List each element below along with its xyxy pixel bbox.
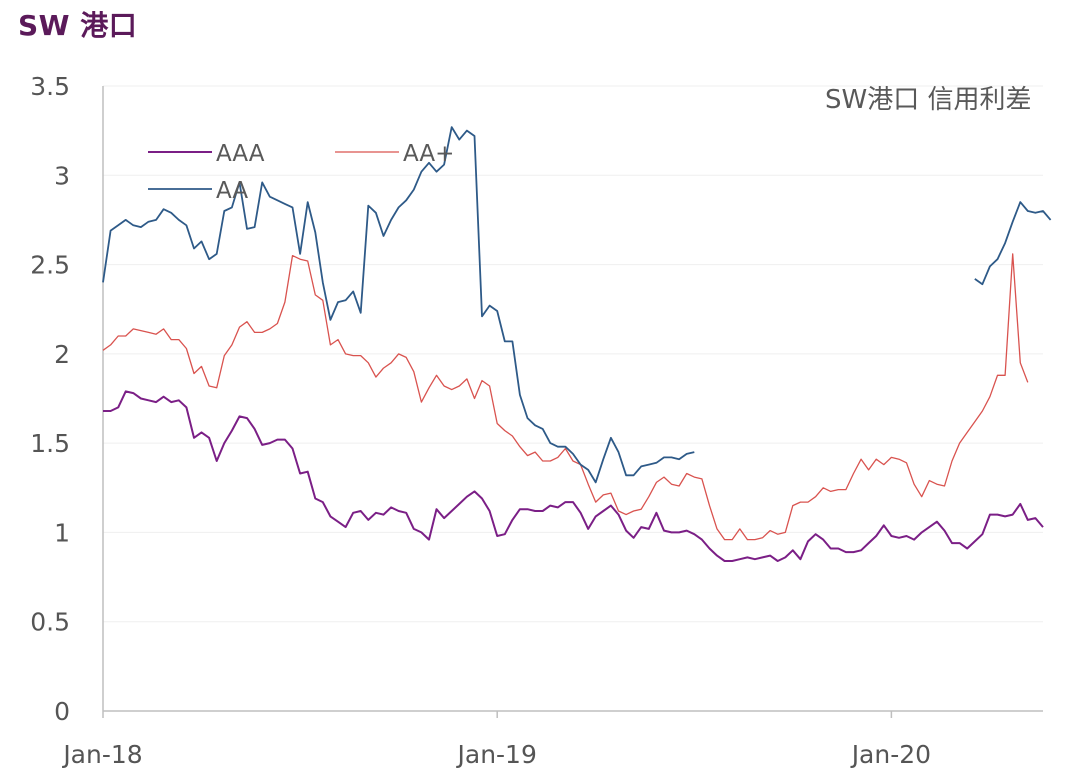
legend-label-aaa: AAA <box>216 141 265 167</box>
y-tick-label: 0 <box>54 697 70 726</box>
y-tick-label: 1 <box>54 518 70 547</box>
legend-label-aa: AA <box>216 178 248 204</box>
series-line-aa <box>102 126 1052 484</box>
series-lines <box>102 126 1052 562</box>
series-line-aa-plus <box>102 253 1029 541</box>
y-tick-label: 0.5 <box>30 608 70 637</box>
chart-title: SW港口 信用利差 <box>825 85 1031 115</box>
y-tick-label: 1.5 <box>30 429 70 458</box>
x-tick-label: Jan-20 <box>850 740 931 769</box>
page-title: SW 港口 <box>18 9 138 42</box>
legend: AAA AA+ AA <box>148 141 454 204</box>
y-tick-labels: 0 0.5 1 1.5 2 2.5 3 3.5 <box>30 72 70 726</box>
y-tick-label: 3 <box>54 161 70 190</box>
x-tick-labels: Jan-18 Jan-19 Jan-20 <box>61 711 931 769</box>
axes <box>102 86 1043 712</box>
x-tick-label: Jan-18 <box>61 740 142 769</box>
y-tick-label: 2 <box>54 340 70 369</box>
x-tick-label: Jan-19 <box>456 740 537 769</box>
y-tick-label: 3.5 <box>30 72 70 101</box>
y-tick-label: 2.5 <box>30 251 70 280</box>
gridlines <box>103 85 1043 623</box>
legend-label-aa-plus: AA+ <box>403 141 454 167</box>
series-line-aaa <box>103 390 1044 562</box>
